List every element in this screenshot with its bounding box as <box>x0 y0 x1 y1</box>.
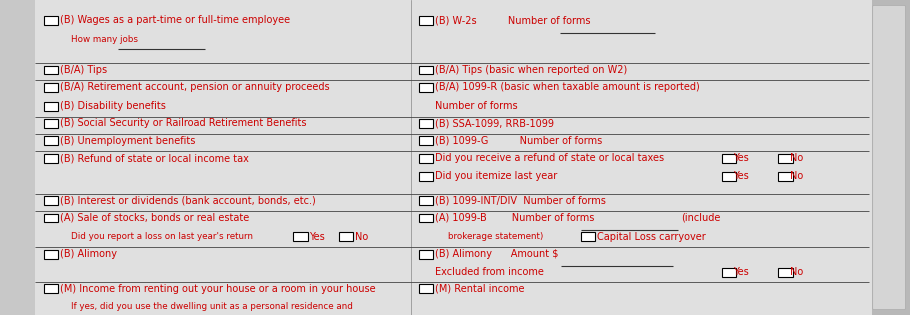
Bar <box>419 196 433 205</box>
Bar <box>722 268 736 277</box>
Text: (B) Wages as a part-time or full-time employee: (B) Wages as a part-time or full-time em… <box>60 15 290 26</box>
Text: (B/A) Tips: (B/A) Tips <box>60 65 107 75</box>
Text: No: No <box>790 153 804 163</box>
Text: If yes, did you use the dwelling unit as a personal residence and: If yes, did you use the dwelling unit as… <box>71 302 353 311</box>
Text: Yes: Yes <box>733 267 749 278</box>
Bar <box>872 0 910 315</box>
Bar <box>778 154 793 163</box>
Bar <box>581 232 595 241</box>
Bar <box>44 136 58 145</box>
Bar <box>778 172 793 181</box>
Bar <box>419 250 433 259</box>
Text: No: No <box>790 267 804 278</box>
Bar <box>44 154 58 163</box>
Text: Yes: Yes <box>309 232 325 242</box>
Text: Capital Loss carryover: Capital Loss carryover <box>597 232 706 242</box>
Text: (B) 1099-G          Number of forms: (B) 1099-G Number of forms <box>435 136 602 146</box>
Text: (B/A) Retirement account, pension or annuity proceeds: (B/A) Retirement account, pension or ann… <box>60 82 329 92</box>
Text: (B) Interest or dividends (bank account, bonds, etc.): (B) Interest or dividends (bank account,… <box>60 196 316 206</box>
Bar <box>44 119 58 128</box>
Text: (M) Rental income: (M) Rental income <box>435 284 524 294</box>
Bar <box>339 232 353 241</box>
Text: (A) Sale of stocks, bonds or real estate: (A) Sale of stocks, bonds or real estate <box>60 213 249 223</box>
Bar <box>419 284 433 293</box>
Bar <box>419 83 433 92</box>
Text: (M) Income from renting out your house or a room in your house: (M) Income from renting out your house o… <box>60 284 376 294</box>
Text: brokerage statement): brokerage statement) <box>448 232 543 241</box>
Bar <box>44 66 58 74</box>
Text: Excluded from income: Excluded from income <box>435 267 544 278</box>
Bar <box>419 214 433 222</box>
Text: Yes: Yes <box>733 153 749 163</box>
Bar <box>419 172 433 181</box>
Bar <box>419 136 433 145</box>
Bar <box>419 154 433 163</box>
Bar <box>419 119 433 128</box>
Bar <box>44 284 58 293</box>
Bar <box>722 172 736 181</box>
Bar <box>44 250 58 259</box>
Text: (A) 1099-B        Number of forms: (A) 1099-B Number of forms <box>435 213 594 223</box>
Text: (B/A) Tips (basic when reported on W2): (B/A) Tips (basic when reported on W2) <box>435 65 627 75</box>
Text: (B) Disability benefits: (B) Disability benefits <box>60 101 166 111</box>
Text: (B) Social Security or Railroad Retirement Benefits: (B) Social Security or Railroad Retireme… <box>60 118 307 129</box>
Text: No: No <box>355 232 369 242</box>
Text: How many jobs: How many jobs <box>71 35 138 44</box>
Text: Did you itemize last year: Did you itemize last year <box>435 171 557 181</box>
Text: (B) Alimony: (B) Alimony <box>60 249 117 259</box>
Text: Yes: Yes <box>733 171 749 181</box>
Bar <box>44 102 58 111</box>
Text: (B/A) 1099-R (basic when taxable amount is reported): (B/A) 1099-R (basic when taxable amount … <box>435 82 700 92</box>
Bar <box>0 0 35 315</box>
FancyBboxPatch shape <box>873 5 905 310</box>
Bar <box>44 16 58 25</box>
Bar <box>44 214 58 222</box>
Text: (B) Refund of state or local income tax: (B) Refund of state or local income tax <box>60 153 249 163</box>
Text: (B) 1099-INT/DIV  Number of forms: (B) 1099-INT/DIV Number of forms <box>435 196 606 206</box>
Text: (B) SSA-1099, RRB-1099: (B) SSA-1099, RRB-1099 <box>435 118 554 129</box>
Bar <box>419 66 433 74</box>
Text: (B) W-2s          Number of forms: (B) W-2s Number of forms <box>435 15 591 26</box>
Text: Number of forms: Number of forms <box>435 101 518 111</box>
Text: (include: (include <box>682 213 721 223</box>
Text: Did you receive a refund of state or local taxes: Did you receive a refund of state or loc… <box>435 153 664 163</box>
Text: (B) Alimony      Amount $: (B) Alimony Amount $ <box>435 249 559 259</box>
Bar <box>44 196 58 205</box>
Bar <box>44 83 58 92</box>
Bar <box>778 268 793 277</box>
Bar <box>722 154 736 163</box>
Bar <box>293 232 308 241</box>
Text: Did you report a loss on last year's return: Did you report a loss on last year's ret… <box>71 232 253 241</box>
Text: No: No <box>790 171 804 181</box>
Text: (B) Unemployment benefits: (B) Unemployment benefits <box>60 136 196 146</box>
Bar <box>419 16 433 25</box>
